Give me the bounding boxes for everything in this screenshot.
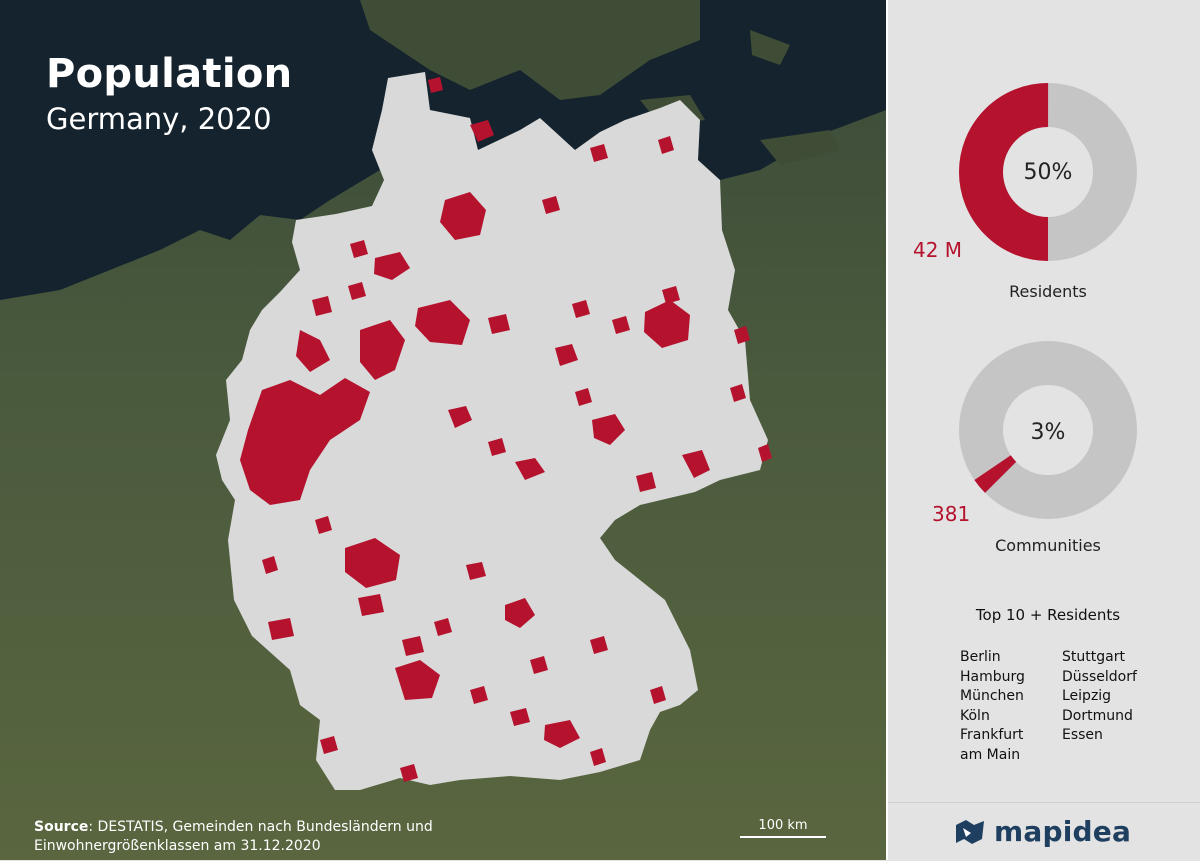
- residents-donut: [959, 83, 1137, 261]
- top10-left-column: Berlin Hamburg München Köln Frankfurt am Main: [960, 648, 1025, 765]
- wuerzburg: [466, 562, 486, 580]
- residents-label: Residents: [1009, 282, 1087, 301]
- top10-right-item-4: Essen: [1062, 727, 1103, 743]
- top10-right-item-1: Düsseldorf: [1062, 668, 1137, 685]
- residents-donut-share: [959, 83, 1137, 261]
- konstanz: [400, 764, 418, 782]
- top10-right-item-2: Leipzig: [1062, 688, 1112, 704]
- highlighted-municipalities: [240, 77, 772, 782]
- top10-right-column: Stuttgart Düsseldorf Leipzig Dortmund Essen: [1062, 648, 1137, 746]
- source-label: Source: [34, 819, 89, 835]
- schwerin: [572, 300, 590, 318]
- karlsruhe: [358, 594, 384, 616]
- cottbus: [730, 384, 746, 402]
- stralsund: [658, 136, 674, 154]
- ruhr-area: [240, 378, 370, 505]
- mapidea-logo-icon: [956, 820, 984, 844]
- rosenheim: [590, 748, 606, 766]
- communities-donut: [959, 341, 1137, 519]
- communities-percent: 3%: [1030, 420, 1066, 445]
- dresden: [682, 450, 710, 478]
- luebeck: [542, 196, 560, 214]
- scale-bar: 100 km: [740, 818, 826, 838]
- potsdam: [612, 316, 630, 334]
- side-panel: 50% 42 M Residents 3% 381 Communities To…: [886, 0, 1200, 860]
- trier: [262, 556, 278, 574]
- freiburg: [320, 736, 338, 754]
- top10-left-item-0: Berlin: [960, 649, 1001, 665]
- source-text: : DESTATIS, Gemeinden nach Bundesländern…: [34, 819, 433, 854]
- osnabrueck: [348, 282, 366, 300]
- rostock: [590, 144, 608, 162]
- island: [750, 30, 790, 65]
- goerlitz: [758, 444, 772, 462]
- communities-donut-ring: [959, 341, 1137, 519]
- brand-name: mapidea: [994, 815, 1132, 848]
- berlin: [644, 300, 690, 348]
- muenster: [312, 296, 332, 316]
- stuttgart: [395, 660, 440, 700]
- scale-line: [740, 836, 826, 838]
- nuremberg: [505, 598, 535, 628]
- ingolstadt: [530, 656, 548, 674]
- erfurt: [515, 458, 545, 480]
- map-area: Population Germany, 2020 Source: DESTATI…: [0, 0, 886, 860]
- saarbruecken: [268, 618, 294, 640]
- scale-label: 100 km: [758, 818, 808, 833]
- denmark-land: [360, 0, 700, 100]
- passau: [650, 686, 666, 704]
- top10-left-item-3: Köln: [960, 707, 990, 724]
- ulm: [470, 686, 488, 704]
- rhine-cluster: [296, 330, 330, 372]
- koblenz: [315, 516, 332, 534]
- top10-right-item-3: Dortmund: [1062, 707, 1133, 724]
- top10-left-item-1: Hamburg: [960, 668, 1025, 685]
- goettingen: [488, 438, 506, 456]
- satellite-map: [0, 0, 886, 782]
- island: [760, 130, 840, 165]
- heilbronn: [434, 618, 452, 636]
- map-title: Population: [46, 51, 293, 97]
- munich: [544, 720, 580, 748]
- frankfurt: [345, 538, 400, 588]
- frankfurt-oder: [734, 326, 750, 344]
- top10-left-item-4: Frankfurt: [960, 727, 1024, 743]
- bremen: [374, 252, 410, 280]
- leipzig: [592, 414, 625, 445]
- braunschweig: [488, 314, 510, 334]
- residents-percent: 50%: [1023, 160, 1073, 185]
- top10-right-item-0: Stuttgart: [1062, 649, 1125, 665]
- kiel: [470, 120, 494, 142]
- mannheim: [402, 636, 424, 656]
- magdeburg: [555, 344, 578, 366]
- regensburg: [590, 636, 608, 654]
- top10-left-item-2: München: [960, 688, 1024, 704]
- communities-donut-share: [959, 341, 1137, 519]
- residents-value: 42 M: [913, 238, 963, 262]
- communities-label: Communities: [995, 536, 1101, 555]
- top10-left-item-5: am Main: [960, 746, 1021, 763]
- map-subtitle: Germany, 2020: [46, 102, 272, 136]
- halle: [575, 388, 592, 406]
- neubrandenburg: [662, 286, 680, 304]
- hannover: [415, 300, 470, 345]
- hamburg: [440, 192, 486, 240]
- brand-footer: mapidea: [888, 802, 1200, 861]
- flensburg: [428, 77, 443, 93]
- top10-title: Top 10 + Residents: [975, 606, 1121, 624]
- cluster: [360, 320, 405, 380]
- oldenburg: [350, 240, 368, 258]
- kassel: [448, 406, 472, 428]
- communities-value: 381: [932, 502, 971, 526]
- source-note: Source: DESTATIS, Gemeinden nach Bundesl…: [34, 818, 454, 856]
- chemnitz: [636, 472, 656, 492]
- bielefeld: [380, 336, 400, 354]
- augsburg: [510, 708, 530, 726]
